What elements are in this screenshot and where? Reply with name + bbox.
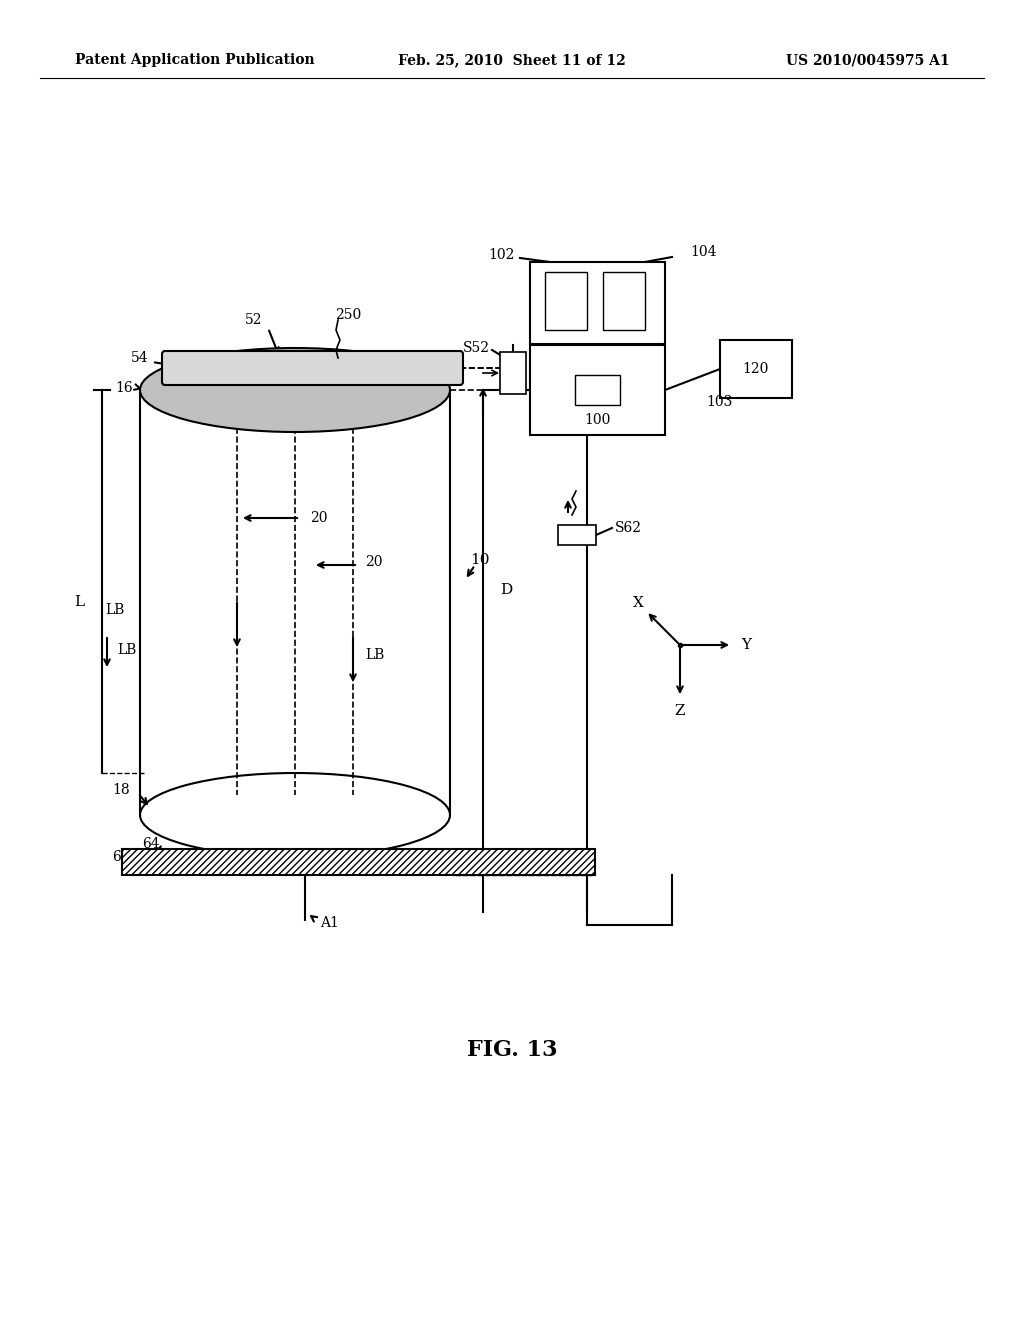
Text: LB: LB bbox=[365, 648, 384, 663]
Text: 103: 103 bbox=[706, 395, 732, 409]
Text: 16: 16 bbox=[116, 381, 133, 395]
Text: 52: 52 bbox=[245, 313, 262, 327]
Text: 18: 18 bbox=[113, 783, 130, 797]
Bar bbox=[545, 272, 587, 330]
Text: 54: 54 bbox=[130, 351, 148, 366]
Text: 120: 120 bbox=[742, 362, 769, 376]
Text: 102: 102 bbox=[488, 248, 515, 261]
Bar bbox=[500, 352, 526, 393]
Bar bbox=[575, 375, 620, 405]
Bar bbox=[530, 345, 665, 436]
Bar bbox=[530, 261, 665, 345]
Text: A1: A1 bbox=[319, 916, 339, 931]
Text: FIG. 13: FIG. 13 bbox=[467, 1039, 557, 1061]
Text: LB: LB bbox=[117, 643, 136, 657]
Text: S52: S52 bbox=[463, 341, 490, 355]
Text: 62: 62 bbox=[113, 850, 130, 865]
Bar bbox=[603, 272, 645, 330]
FancyBboxPatch shape bbox=[162, 351, 463, 385]
Text: S62: S62 bbox=[615, 521, 642, 535]
Text: 104: 104 bbox=[690, 246, 717, 259]
Text: Feb. 25, 2010  Sheet 11 of 12: Feb. 25, 2010 Sheet 11 of 12 bbox=[398, 53, 626, 67]
Text: Y: Y bbox=[741, 638, 751, 652]
Ellipse shape bbox=[140, 348, 450, 432]
Text: 64: 64 bbox=[142, 837, 160, 851]
Text: 250: 250 bbox=[335, 308, 361, 322]
Text: LB: LB bbox=[105, 603, 125, 616]
Text: 20: 20 bbox=[310, 511, 328, 525]
Text: D: D bbox=[500, 583, 512, 597]
Text: 10: 10 bbox=[470, 553, 489, 568]
Text: Patent Application Publication: Patent Application Publication bbox=[75, 53, 314, 67]
Text: X: X bbox=[633, 597, 644, 610]
Text: 100: 100 bbox=[584, 413, 610, 426]
Text: 20: 20 bbox=[365, 554, 383, 569]
Bar bbox=[558, 525, 596, 545]
Text: US 2010/0045975 A1: US 2010/0045975 A1 bbox=[786, 53, 950, 67]
Text: Z: Z bbox=[675, 704, 685, 718]
Text: L: L bbox=[74, 595, 84, 609]
Bar bbox=[720, 341, 792, 399]
Bar bbox=[122, 849, 595, 875]
